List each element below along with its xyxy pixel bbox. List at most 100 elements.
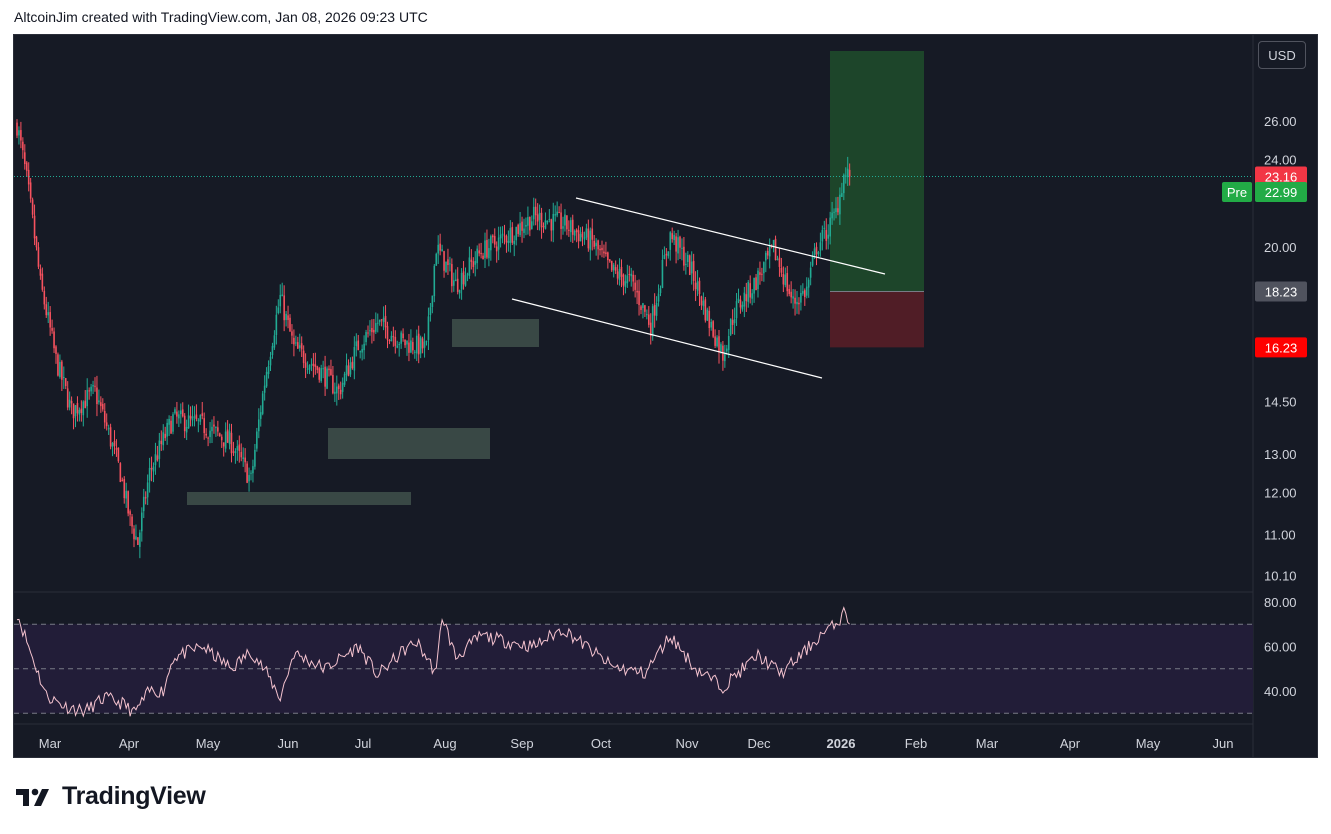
candle-body [88,390,90,392]
candle-body [339,389,342,395]
candle-body [517,224,519,234]
candle-body [527,217,529,226]
candle-body [209,430,211,438]
candle-body [468,257,471,276]
candle-body [805,286,808,296]
candle-body [445,261,447,273]
candle-body [119,463,122,483]
candle-body [741,304,744,310]
candle-body [835,208,837,213]
time-tick-label: Apr [119,736,140,751]
candle-body [337,385,340,390]
candle-body [148,467,151,481]
candle-body [293,337,295,345]
candle-body [37,247,40,267]
candle-body [236,446,239,451]
candle-body [753,277,755,294]
chart-canvas[interactable]: 26.00 24.00 20.00 14.50 13.00 12.00 11.00 10.10… [14,35,1317,757]
candle-body [702,300,705,307]
candle-body [529,216,531,231]
candle-body [279,294,282,307]
candle-body [345,365,348,375]
candle-body [343,373,346,385]
candle-body [127,491,129,514]
candle-body [451,264,453,287]
candle-body [371,327,373,333]
candle-body [441,249,443,252]
candle-body [33,215,36,239]
candle-body [673,234,675,241]
candle-body [525,224,527,227]
candle-body [564,214,566,226]
candle-body [94,385,96,387]
candle-body [252,466,254,474]
candle-body [215,426,217,429]
candle-body [587,228,590,249]
candle-body [197,419,200,421]
candle-body [230,432,233,454]
candle-body [566,215,568,230]
candle-body [304,362,307,368]
candle-body [612,264,615,271]
candle-body [285,313,287,320]
time-tick-label: 2026 [827,736,856,751]
candle-body [419,337,422,354]
currency-button[interactable]: USD [1258,41,1306,69]
candle-body [437,244,439,254]
candle-body [398,344,400,346]
candle-body [663,255,666,260]
candle-body [211,426,213,432]
candle-body [720,344,722,352]
time-tick-label: Aug [433,736,456,751]
candle-body [18,130,20,136]
candle-body [162,432,165,446]
candle-body [117,447,120,462]
candle-body [144,497,147,499]
candle-body [115,448,118,450]
candle-body [100,402,102,407]
candle-body [318,368,321,380]
candle-body [540,212,543,228]
candle-body [72,403,75,419]
candle-body [531,221,533,230]
chart-panel[interactable]: 26.00 24.00 20.00 14.50 13.00 12.00 11.00 10.10… [13,34,1318,758]
candle-body [513,240,516,245]
candle-body [139,532,141,547]
candle-body [589,230,592,250]
candle-body [152,466,155,472]
candle-body [493,236,496,245]
candle-body [642,303,644,308]
candle-body [295,342,297,344]
candle-body [402,333,404,339]
candle-body [657,293,660,302]
candle-body [488,248,490,259]
candle-body [433,265,436,297]
candle-body [217,427,219,432]
candle-body [843,174,845,194]
candle-body [316,366,319,370]
demand-zone-2 [328,428,490,459]
candle-body [597,240,599,250]
tradingview-logo-icon [16,788,49,806]
candle-body [289,317,291,332]
candle-body [638,290,640,306]
candle-body [154,454,157,466]
candle-body [137,537,139,545]
candle-body [78,409,81,415]
candle-body [603,251,605,254]
candle-body [193,416,196,418]
candle-body [259,412,262,419]
price-tick-label: 13.00 [1264,447,1297,462]
tradingview-logo: TradingView [16,782,206,811]
candle-body [579,233,582,242]
candle-body [326,368,328,389]
candle-body [460,272,463,290]
candle-body [815,246,818,255]
candle-body [616,271,619,279]
time-tick-label: Apr [1060,736,1081,751]
candle-body [287,315,289,320]
candle-body [394,337,397,346]
candle-body [837,208,839,213]
candle-body [431,295,434,308]
candle-body [821,229,824,242]
